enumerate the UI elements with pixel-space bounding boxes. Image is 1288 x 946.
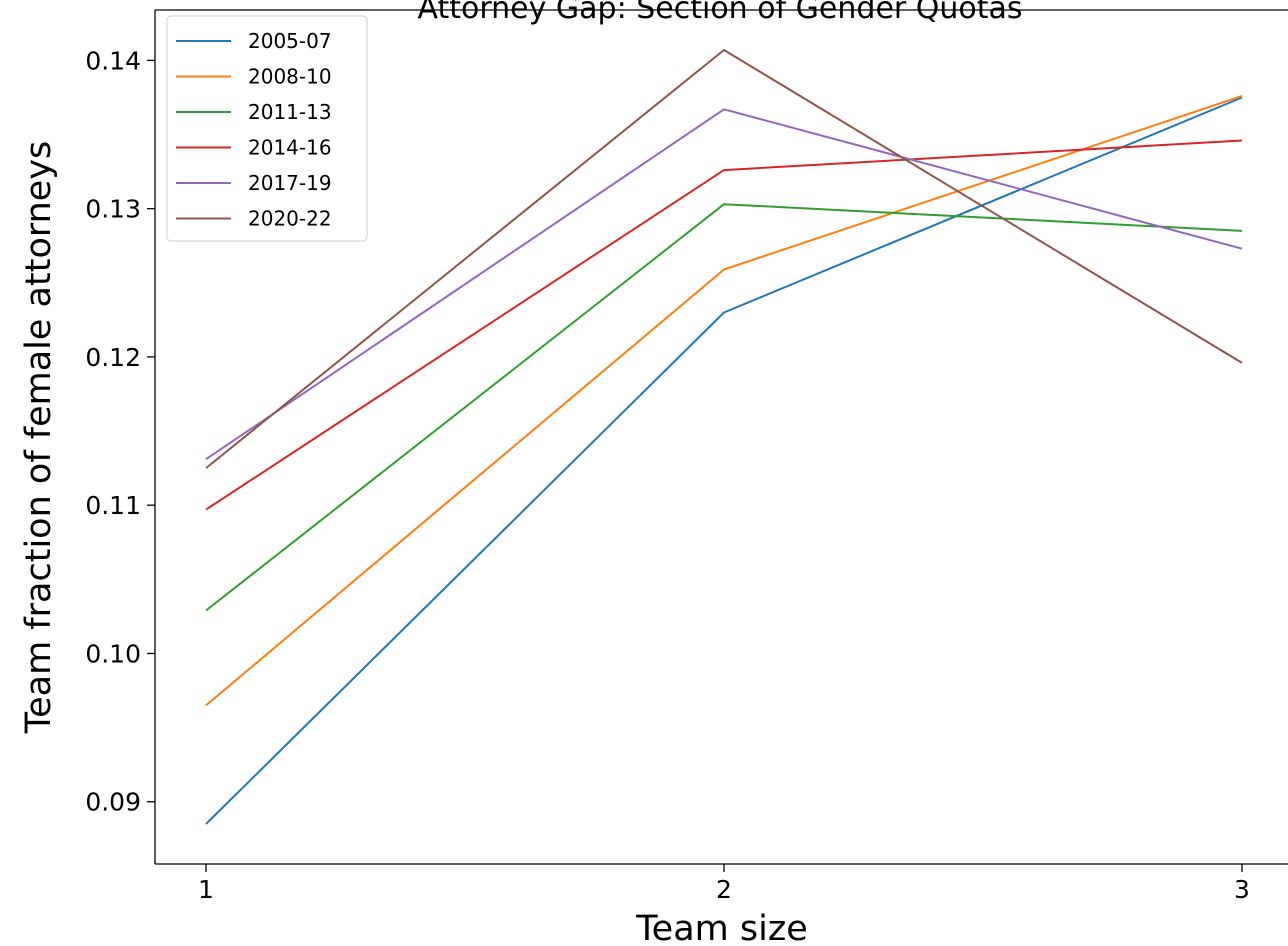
- legend-box: [166, 15, 368, 242]
- y-tick-label: 0.14: [85, 46, 141, 75]
- legend: 2005-07 2008-10 2011-13 2014-16 2017-19 2020-…: [166, 15, 368, 242]
- legend-label: 2008-10: [248, 65, 332, 89]
- series-line-2020-22: [205, 49, 1243, 469]
- series-line-2014-16: [205, 139, 1243, 511]
- legend-label: 2017-19: [248, 171, 332, 195]
- x-tick-label: 1: [198, 875, 214, 904]
- x-tick-label: 3: [1234, 875, 1250, 904]
- series-line-2008-10: [205, 95, 1243, 707]
- y-tick-label: 0.11: [85, 491, 141, 520]
- legend-label: 2011-13: [248, 100, 332, 124]
- x-tick-label: 2: [716, 875, 732, 904]
- plot-series: [205, 49, 1243, 825]
- legend-label: 2005-07: [248, 29, 332, 53]
- y-axis-label: Team fraction of female attorneys: [19, 141, 59, 735]
- series-line-2011-13: [205, 203, 1243, 612]
- y-axis-ticks: 0.09 0.10 0.11 0.12 0.13 0.14: [85, 46, 155, 817]
- y-tick-label: 0.12: [85, 343, 141, 372]
- legend-label: 2020-22: [248, 207, 332, 231]
- chart-title: Attorney Gap: Section of Gender Quotas: [417, 0, 1022, 26]
- series-line-2017-19: [205, 108, 1243, 461]
- y-tick-label: 0.13: [85, 195, 141, 224]
- y-tick-label: 0.09: [85, 788, 141, 817]
- series-line-2005-07: [205, 96, 1243, 825]
- x-axis-ticks: 1 2 3: [198, 864, 1250, 904]
- legend-label: 2014-16: [248, 136, 332, 160]
- y-tick-label: 0.10: [85, 639, 141, 668]
- x-axis-label: Team size: [635, 909, 808, 946]
